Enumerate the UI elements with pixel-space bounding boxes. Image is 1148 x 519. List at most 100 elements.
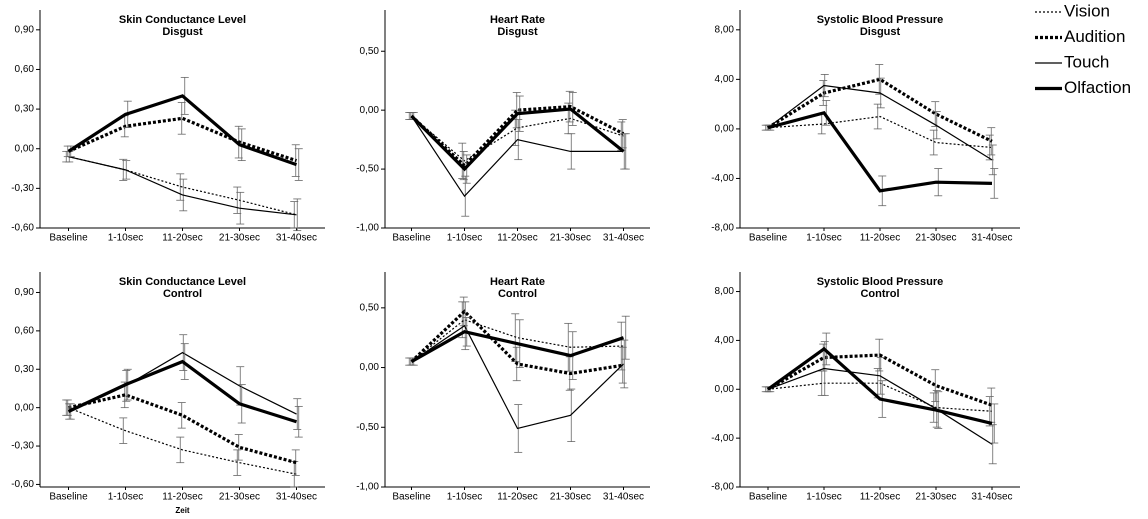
error-bar [621,133,630,170]
error-bar [988,424,997,465]
x-tick-label: 21-30sec [550,233,591,244]
x-tick-label: 21-30sec [550,492,591,503]
error-bar [293,398,302,430]
y-tick-label: 0,50 [360,46,380,57]
y-tick-label: 8,00 [715,286,735,297]
x-tick-label: 31-40sec [603,492,644,503]
x-tick-label: 1-10sec [806,492,842,503]
y-tick-label: -0,30 [11,183,34,194]
x-tick-label: Baseline [392,233,431,244]
error-bar [621,315,630,360]
x-tick-label: Baseline [749,492,788,503]
chart-title: Heart Rate [490,14,545,26]
x-tick-label: 11-20sec [497,233,537,244]
legend-label: Touch [1064,52,1109,71]
x-tick-label: Baseline [749,233,788,244]
chart-subtitle: Disgust [497,26,538,38]
x-tick-label: 21-30sec [915,233,956,244]
error-bar [177,402,186,429]
x-tick-label: 11-20sec [162,233,202,244]
x-tick-label: 1-10sec [108,492,144,503]
x-tick-label: 31-40sec [276,233,317,244]
y-tick-label: 0,90 [15,24,35,35]
chart-title: Systolic Blood Pressure [817,276,944,288]
y-tick-label: 0,00 [360,362,380,373]
y-tick-label: -8,00 [711,482,734,493]
y-tick-label: 4,00 [715,335,735,346]
series-line [68,407,297,475]
error-bar [990,168,999,199]
x-tick-label: 11-20sec [860,492,900,503]
chart-subtitle: Disgust [860,26,901,38]
series-line [767,353,993,407]
x-tick-label: 31-40sec [971,233,1012,244]
y-tick-label: 0,30 [15,104,35,115]
series-line [67,359,297,424]
series-line [767,77,993,143]
error-bar [119,417,128,444]
error-bar [990,403,999,444]
error-bar [294,405,303,438]
series-line [411,324,624,430]
x-tick-label: Baseline [392,492,431,503]
series-line [410,107,625,172]
series-line [411,319,624,363]
error-bar [234,434,243,461]
y-tick-label: -0,60 [11,223,34,234]
series-line [767,115,993,149]
series-line [68,393,297,465]
series-line [68,156,297,216]
error-bar [875,338,884,372]
x-tick-label: 1-10sec [806,233,842,244]
y-tick-label: -1,00 [356,482,379,493]
chart-subtitle: Disgust [162,26,203,38]
x-tick-label: 1-10sec [447,492,483,503]
x-axis-title: Zeit [175,506,190,515]
chart-subtitle: Control [163,288,202,300]
x-tick-label: 21-30sec [915,492,956,503]
error-bar [822,100,831,126]
x-tick-label: 31-40sec [276,492,317,503]
series-line [67,94,298,167]
legend-label: Olfaction [1064,78,1131,97]
y-tick-label: 0,00 [15,402,35,413]
legend-label: Vision [1064,1,1110,20]
error-bar [294,148,303,181]
error-bar [988,144,997,176]
x-tick-label: 11-20sec [860,233,900,244]
legend-label: Audition [1064,27,1125,46]
series-line [68,156,297,216]
y-tick-label: -0,30 [11,441,34,452]
x-tick-label: 21-30sec [219,233,260,244]
error-bar [176,436,185,464]
y-tick-label: 8,00 [715,24,735,35]
y-tick-label: 0,90 [15,287,35,298]
chart-subtitle: Control [498,288,537,300]
y-tick-label: -0,50 [356,164,379,175]
series-line [767,346,993,426]
y-tick-label: 0,30 [15,364,35,375]
series-line [410,330,625,363]
series-line [410,115,624,198]
x-tick-label: 31-40sec [971,492,1012,503]
series-line [767,382,993,412]
y-tick-label: 0,00 [715,124,735,135]
chart-subtitle: Control [860,288,899,300]
x-tick-label: Baseline [49,492,88,503]
y-tick-label: 0,00 [715,384,735,395]
y-tick-label: -4,00 [711,433,734,444]
error-bar [290,461,299,488]
y-tick-label: 0,00 [360,105,380,116]
series-line [767,367,993,445]
y-tick-label: 0,60 [15,64,35,75]
error-bar [511,313,520,362]
series-line [410,309,624,376]
x-tick-label: 1-10sec [447,233,483,244]
series-line [411,115,624,162]
series-line [67,116,297,163]
x-tick-label: 11-20sec [497,492,537,503]
series-line [767,110,993,193]
y-tick-label: -1,00 [356,223,379,234]
series-line [767,84,993,161]
